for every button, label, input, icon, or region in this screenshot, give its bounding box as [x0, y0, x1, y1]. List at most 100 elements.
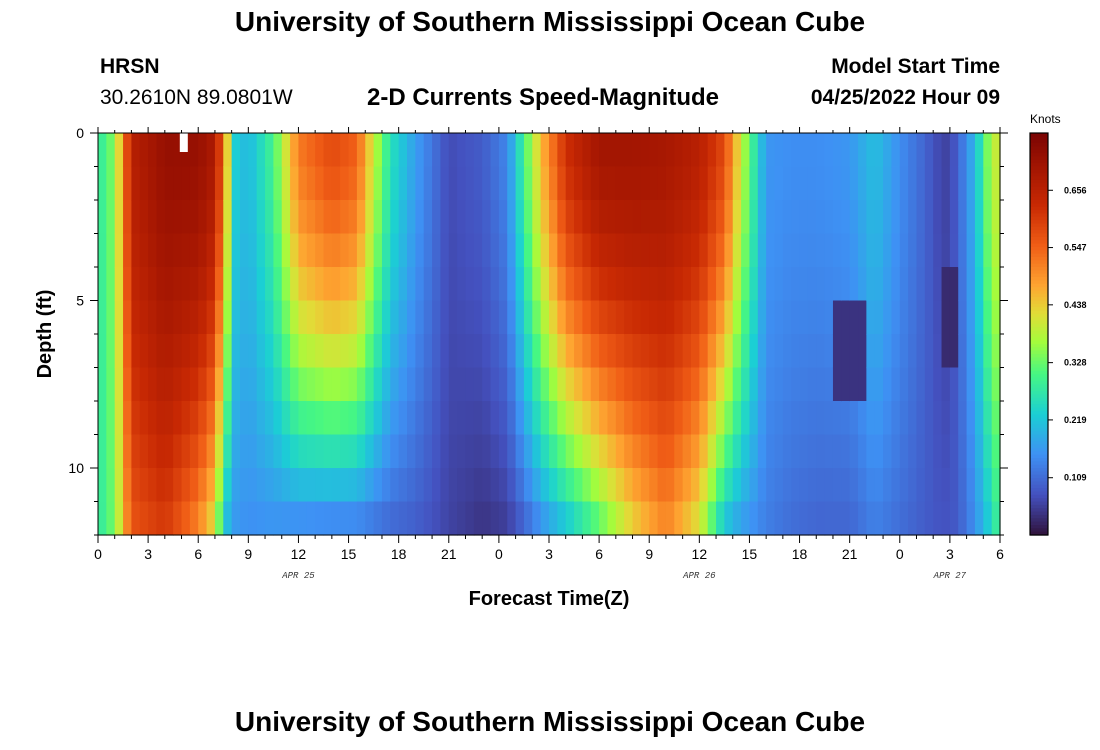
- heatmap-cell: [173, 267, 183, 302]
- heatmap-cell: [590, 367, 600, 402]
- heatmap-cell: [707, 334, 717, 369]
- heatmap-cell: [198, 300, 208, 335]
- heatmap-cell: [615, 133, 625, 168]
- heatmap-cell: [966, 200, 976, 235]
- heatmap-cell: [156, 166, 166, 201]
- heatmap-cell: [490, 501, 500, 536]
- heatmap-cell: [340, 468, 350, 503]
- heatmap-cell: [732, 334, 742, 369]
- colorbar-swatch: [1030, 203, 1048, 208]
- heatmap-cell: [949, 501, 959, 536]
- heatmap-cell: [949, 367, 959, 402]
- colorbar-swatch: [1030, 334, 1048, 338]
- heatmap-cell: [582, 434, 592, 469]
- heatmap-cell: [482, 367, 492, 402]
- heatmap-cell: [398, 501, 408, 536]
- heatmap-cell: [482, 133, 492, 168]
- heatmap-cell: [290, 468, 300, 503]
- heatmap-cell: [766, 334, 776, 369]
- heatmap-cell: [707, 267, 717, 302]
- heatmap-cell: [640, 401, 650, 436]
- heatmap-cell: [574, 434, 584, 469]
- heatmap-cell: [482, 300, 492, 335]
- heatmap-cell: [139, 300, 149, 335]
- heatmap-cell: [799, 233, 809, 268]
- heatmap-cell: [724, 233, 734, 268]
- heatmap-cell: [381, 300, 391, 335]
- heatmap-cell: [832, 300, 842, 335]
- heatmap-cell: [916, 233, 926, 268]
- heatmap-cell: [323, 468, 333, 503]
- heatmap-cell: [624, 233, 634, 268]
- heatmap-cell: [774, 401, 784, 436]
- y-axis-title: Depth (ft): [34, 290, 56, 379]
- heatmap-cell: [298, 367, 308, 402]
- x-tick-label: 9: [645, 546, 653, 562]
- heatmap-cell: [858, 434, 867, 469]
- heatmap-cell: [841, 434, 851, 469]
- heatmap-cell: [265, 267, 274, 302]
- heatmap-cell: [498, 233, 508, 268]
- heatmap-cell: [448, 200, 458, 235]
- heatmap-cell: [908, 367, 918, 402]
- heatmap-cell: [766, 166, 776, 201]
- colorbar-swatch: [1030, 488, 1048, 493]
- heatmap-cell: [941, 434, 951, 469]
- heatmap-cells: [98, 133, 1001, 536]
- colorbar-swatch: [1030, 280, 1048, 285]
- heatmap-cell: [373, 200, 383, 235]
- heatmap-cell: [966, 233, 976, 268]
- colorbar-swatch: [1030, 340, 1048, 345]
- heatmap-cell: [557, 133, 567, 168]
- heatmap-cell: [824, 334, 834, 369]
- heatmap-cell: [791, 334, 801, 369]
- heatmap-cell: [874, 334, 884, 369]
- heatmap-cell: [490, 267, 500, 302]
- heatmap-cell: [407, 401, 416, 436]
- heatmap-cell: [248, 501, 258, 536]
- y-tick-label: 10: [68, 460, 84, 476]
- heatmap-cell: [189, 367, 199, 402]
- heatmap-cell: [549, 334, 558, 369]
- heatmap-cell: [498, 300, 508, 335]
- heatmap-cell: [415, 233, 425, 268]
- heatmap-cell: [331, 233, 341, 268]
- heatmap-cell: [974, 401, 984, 436]
- heatmap-cell: [139, 334, 149, 369]
- heatmap-cell: [348, 200, 358, 235]
- heatmap-cell: [665, 166, 675, 201]
- heatmap-cell: [306, 501, 316, 536]
- heatmap-cell: [448, 468, 458, 503]
- heatmap-cell: [899, 501, 909, 536]
- heatmap-cell: [164, 233, 174, 268]
- heatmap-cell: [281, 334, 291, 369]
- colorbar-swatch: [1030, 350, 1048, 355]
- heatmap-cell: [123, 133, 133, 168]
- heatmap-cell: [348, 434, 358, 469]
- heatmap-cell: [807, 300, 817, 335]
- heatmap-cell: [924, 267, 934, 302]
- colorbar-swatch: [1030, 337, 1048, 342]
- heatmap-cell: [632, 267, 642, 302]
- heatmap-cell: [849, 200, 859, 235]
- heatmap-cell: [807, 334, 817, 369]
- heatmap-cell: [131, 166, 141, 201]
- heatmap-cell: [958, 401, 968, 436]
- heatmap-cell: [156, 233, 166, 268]
- colorbar-swatch: [1030, 213, 1048, 218]
- heatmap-cell: [816, 434, 826, 469]
- heatmap-cell: [223, 133, 233, 168]
- heatmap-cell: [223, 233, 233, 268]
- heatmap-cell: [941, 200, 951, 235]
- heatmap-cell: [390, 233, 400, 268]
- heatmap-cell: [716, 133, 725, 168]
- heatmap-cell: [807, 166, 817, 201]
- heatmap-cell: [716, 401, 725, 436]
- heatmap-cell: [941, 501, 951, 536]
- heatmap-cell: [323, 267, 333, 302]
- heatmap-cell: [657, 166, 667, 201]
- heatmap-cell: [365, 166, 375, 201]
- heatmap-cell: [741, 401, 751, 436]
- heatmap-cell: [849, 334, 859, 369]
- heatmap-cell: [348, 267, 358, 302]
